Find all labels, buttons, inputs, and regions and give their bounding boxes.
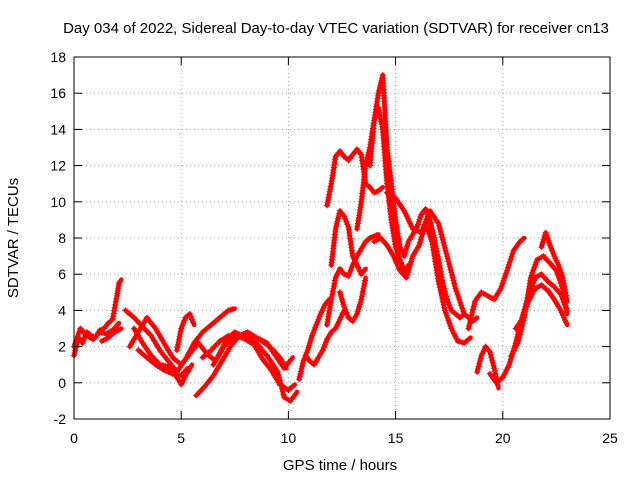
series-markers xyxy=(512,282,569,332)
series-arc-ab xyxy=(538,229,570,304)
x-tick-label: 5 xyxy=(177,430,185,446)
y-tick-label: 16 xyxy=(50,85,66,101)
series-markers xyxy=(221,329,299,404)
series-arc-k xyxy=(210,330,295,372)
x-axis-label: GPS time / hours xyxy=(283,457,397,474)
series-markers xyxy=(98,326,122,345)
chart-title: Day 034 of 2022, Sidereal Day-to-day VTE… xyxy=(63,20,609,37)
series-arc-g xyxy=(135,347,190,379)
series-arc-r xyxy=(336,275,368,325)
series-line xyxy=(354,72,467,320)
x-tick-label: 25 xyxy=(602,430,618,446)
series-arc-b xyxy=(71,320,122,350)
y-tick-label: 4 xyxy=(58,302,66,318)
y-tick-label: 6 xyxy=(58,266,66,282)
series-arc-h xyxy=(173,311,197,354)
series-markers xyxy=(173,311,196,354)
x-tick-label: 10 xyxy=(281,430,297,446)
series-arc-c xyxy=(98,326,124,345)
x-tick-label: 20 xyxy=(495,430,511,446)
series-markers xyxy=(135,347,189,379)
y-tick-label: 14 xyxy=(50,121,66,137)
series-markers xyxy=(366,104,410,274)
series-markers xyxy=(302,309,347,368)
series-line xyxy=(466,235,527,331)
series-arc-aa xyxy=(512,282,570,332)
y-tick-label: 8 xyxy=(58,230,66,246)
series-markers xyxy=(296,298,331,383)
y-tick-label: 0 xyxy=(58,375,66,391)
series-arc-o xyxy=(324,232,381,328)
series-markers xyxy=(210,330,294,372)
series-arc-w xyxy=(465,235,527,332)
series-markers xyxy=(538,229,570,302)
series-arc-v xyxy=(384,189,480,325)
x-tick-label: 15 xyxy=(388,430,404,446)
series-arc-l xyxy=(221,329,300,404)
y-tick-label: 18 xyxy=(50,49,66,65)
data-series xyxy=(71,72,570,404)
y-axis-label: SDTVAR / TECUs xyxy=(5,178,22,298)
series-arc-m xyxy=(296,297,332,383)
series-arc-t xyxy=(366,104,411,274)
series-markers xyxy=(324,232,380,328)
series-markers xyxy=(336,277,368,325)
series-markers xyxy=(354,72,466,321)
series-arc-n xyxy=(302,308,347,368)
y-tick-label: 2 xyxy=(58,339,66,355)
y-tick-label: 12 xyxy=(50,158,66,174)
series-markers xyxy=(328,207,368,278)
series-line xyxy=(99,326,124,344)
series-arc-p xyxy=(324,146,385,209)
series-markers xyxy=(384,189,478,325)
series-arc-s xyxy=(354,72,467,321)
x-tick-label: 0 xyxy=(70,430,78,446)
series-markers xyxy=(324,146,384,209)
series-markers xyxy=(465,236,526,332)
y-tick-label: 10 xyxy=(50,194,66,210)
y-tick-label: -2 xyxy=(54,411,67,427)
series-arc-q xyxy=(328,207,368,278)
